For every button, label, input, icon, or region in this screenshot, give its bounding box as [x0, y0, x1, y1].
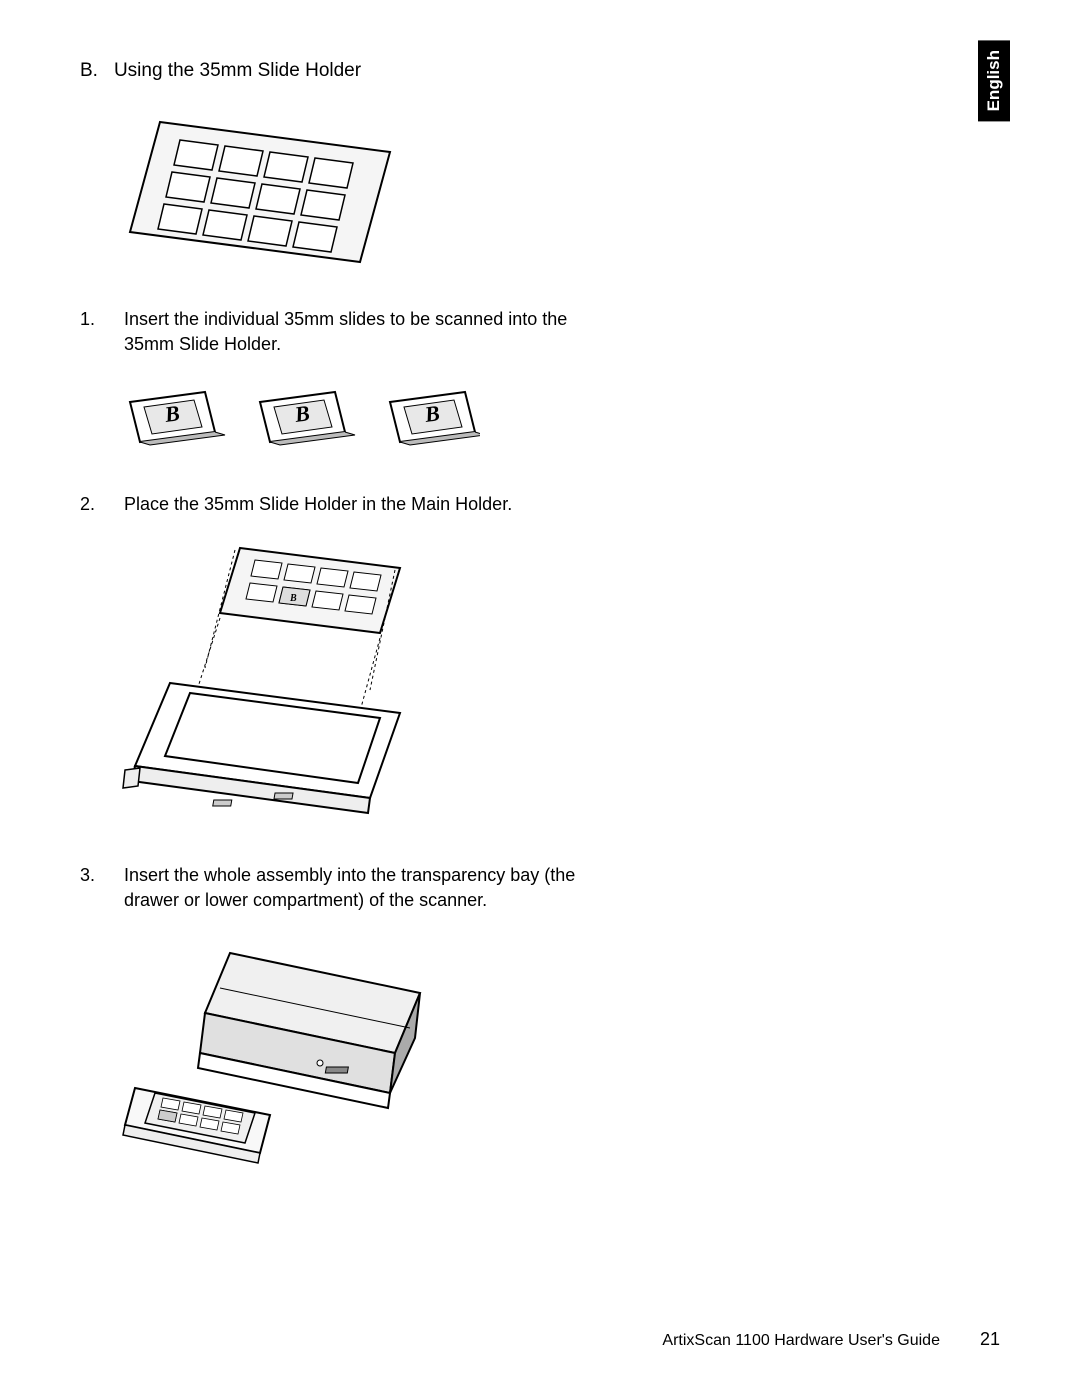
step-2: 2. Place the 35mm Slide Holder in the Ma…: [80, 492, 600, 517]
step-text: Place the 35mm Slide Holder in the Main …: [124, 492, 512, 517]
page-footer: ArtixScan 1100 Hardware User's Guide 21: [662, 1329, 1000, 1350]
language-tab: English: [978, 40, 1010, 121]
section-heading: B. Using the 35mm Slide Holder: [80, 60, 1000, 82]
footer-page-number: 21: [980, 1329, 1000, 1350]
step-number: 3.: [80, 863, 104, 913]
step-number: 2.: [80, 492, 104, 517]
scanner-with-tray-illustration: [120, 933, 1000, 1178]
step-3: 3. Insert the whole assembly into the tr…: [80, 863, 600, 913]
step-text: Insert the individual 35mm slides to be …: [124, 307, 600, 357]
slide-holder-illustration: [120, 112, 1000, 277]
step-number: 1.: [80, 307, 104, 357]
slides-with-b-illustration: B B B: [120, 377, 1000, 462]
section-title: Using the 35mm Slide Holder: [114, 60, 361, 82]
footer-doc-title: ArtixScan 1100 Hardware User's Guide: [662, 1332, 940, 1350]
main-holder-assembly-illustration: B: [120, 538, 1000, 833]
step-1: 1. Insert the individual 35mm slides to …: [80, 307, 600, 357]
section-letter: B.: [80, 60, 98, 82]
svg-text:B: B: [289, 593, 297, 604]
step-text: Insert the whole assembly into the trans…: [124, 863, 600, 913]
